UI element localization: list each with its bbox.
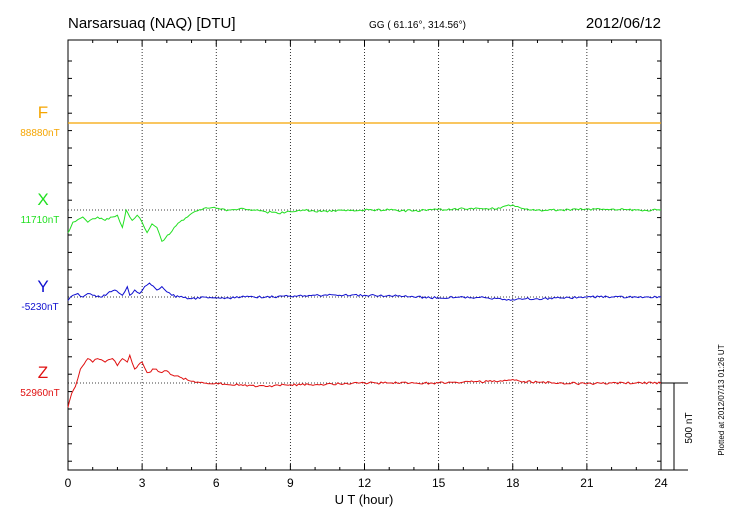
plot-frame (67, 39, 662, 471)
baseline-value-z: 52960nT (20, 388, 59, 399)
x-axis-ticks: 0 3 6 9 12 15 18 21 24 (65, 40, 668, 490)
scale-bar-label: 500 nT (684, 412, 695, 443)
x-tick-label: 9 (287, 476, 294, 490)
station-title: Narsarsuaq (NAQ) [DTU] (68, 15, 236, 32)
baseline-value-x: 11710nT (21, 215, 60, 226)
series-labels: F 88880nT X 11710nT Y -5230nT Z 52960nT (20, 103, 59, 399)
series-line-x (67, 204, 662, 243)
series-line-y (67, 282, 662, 301)
series-line-z (67, 353, 662, 408)
x-tick-label: 3 (139, 476, 146, 490)
x-tick-label: 0 (65, 476, 72, 490)
baseline-value-f: 88880nT (20, 128, 59, 139)
coordinates-label: GG ( 61.16°, 314.56°) (369, 20, 466, 31)
x-tick-label: 24 (654, 476, 668, 490)
x-axis-label: U T (hour) (335, 492, 394, 507)
vertical-gridlines (141, 40, 588, 470)
series-name-z: Z (38, 363, 48, 382)
series-name-f: F (38, 103, 48, 122)
x-tick-label: 6 (213, 476, 220, 490)
series-lines (67, 122, 662, 408)
plotted-note: Plotted at 2012/07/13 01:26 UT (717, 344, 726, 455)
x-tick-label: 12 (358, 476, 372, 490)
date-label: 2012/06/12 (586, 15, 661, 32)
scale-bar: 500 nT (661, 382, 695, 471)
series-name-x: X (37, 190, 48, 209)
series-name-y: Y (37, 277, 48, 296)
y-tick-marks (68, 60, 661, 462)
x-tick-label: 15 (432, 476, 446, 490)
baseline-value-y: -5230nT (21, 302, 58, 313)
x-tick-label: 21 (580, 476, 594, 490)
x-tick-label: 18 (506, 476, 520, 490)
